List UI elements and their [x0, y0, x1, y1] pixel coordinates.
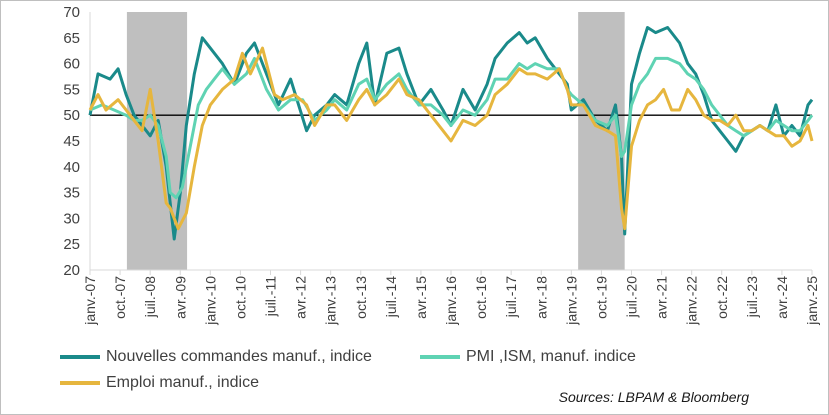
- legend-item-employment: Emploi manuf., indice: [60, 374, 259, 392]
- x-tick-label: avr.-09: [172, 276, 188, 319]
- y-tick-label: 25: [63, 236, 80, 253]
- x-tick-label: oct.-16: [473, 276, 489, 319]
- y-tick-label: 60: [63, 56, 80, 73]
- legend-label: Nouvelles commandes manuf., indice: [106, 348, 372, 365]
- y-tick-label: 40: [63, 159, 80, 176]
- x-tick-label: janv.-07: [82, 276, 98, 326]
- source-note: Sources: LBPAM & Bloomberg: [558, 389, 749, 405]
- x-tick-label: avr.-24: [774, 276, 790, 319]
- x-tick-label: avr.-21: [654, 276, 670, 319]
- y-tick-label: 55: [63, 81, 80, 98]
- legend-label: Emploi manuf., indice: [106, 374, 259, 391]
- legend-swatch: [60, 355, 100, 359]
- x-tick-label: avr.-18: [533, 276, 549, 319]
- x-tick-label: avr.-15: [413, 276, 429, 319]
- x-tick-label: oct.-10: [232, 276, 248, 319]
- series-line-0: [88, 26, 814, 241]
- x-tick-label: oct.-19: [593, 276, 609, 319]
- recession-band: [578, 12, 625, 270]
- y-tick-label: 45: [63, 133, 80, 150]
- x-tick-label: janv.-16: [443, 276, 459, 326]
- y-tick-label: 65: [63, 30, 80, 47]
- legend-item-new-orders: Nouvelles commandes manuf., indice: [60, 348, 372, 366]
- x-tick-label: oct.-07: [112, 276, 128, 319]
- y-tick-label: 35: [63, 185, 80, 202]
- x-tick-label: janv.-10: [202, 276, 218, 326]
- x-tick-label: juil.-17: [503, 276, 519, 318]
- legend-swatch: [420, 355, 460, 359]
- x-tick-label: janv.-22: [684, 276, 700, 326]
- y-tick-label: 50: [63, 107, 80, 124]
- x-tick-label: janv.-25: [804, 276, 820, 326]
- x-tick-label: oct.-13: [353, 276, 369, 319]
- y-tick-label: 20: [63, 262, 80, 279]
- legend-item-pmi-ism: PMI ,ISM, manuf. indice: [420, 348, 636, 366]
- x-tick-label: juil.-08: [142, 276, 158, 318]
- x-tick-label: juil.-23: [744, 276, 760, 318]
- legend-label: PMI ,ISM, manuf. indice: [466, 348, 636, 365]
- x-tick-label: oct.-22: [714, 276, 730, 319]
- x-tick-label: janv.-19: [563, 276, 579, 326]
- series-line-2: [88, 46, 814, 231]
- x-tick-label: janv.-13: [323, 276, 339, 326]
- x-tick-label: juil.-11: [263, 276, 279, 317]
- series-line-1: [89, 56, 814, 200]
- x-tick-label: juil.-20: [624, 276, 640, 318]
- y-tick-label: 30: [63, 210, 80, 227]
- y-tick-label: 70: [63, 4, 80, 21]
- x-tick-label: avr.-12: [293, 276, 309, 319]
- x-tick-label: juil.-14: [383, 276, 399, 318]
- legend-swatch: [60, 381, 100, 385]
